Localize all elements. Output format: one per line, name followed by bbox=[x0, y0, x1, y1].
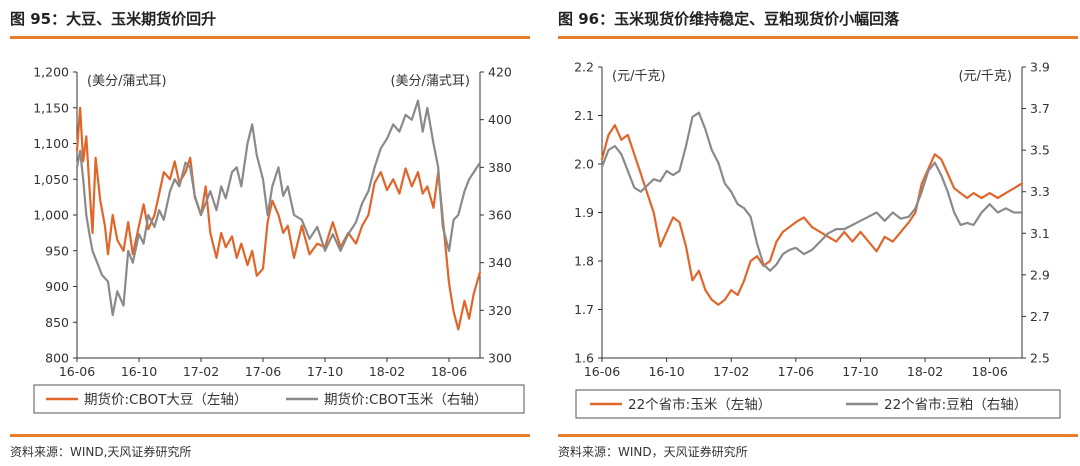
y-right-tick-label: 360 bbox=[488, 208, 512, 223]
y-left-tick-label: 2.1 bbox=[574, 108, 594, 123]
y-right-tick-label: 2.9 bbox=[1030, 267, 1050, 282]
chart-title: 图 96：玉米现货价维持稳定、豆粕现货价小幅回落 bbox=[558, 10, 900, 28]
y-left-tick-label: 1,000 bbox=[33, 208, 69, 223]
y-left-tick-label: 2.0 bbox=[574, 157, 594, 172]
footer-rule bbox=[10, 434, 530, 437]
x-tick-label: 16-10 bbox=[121, 364, 157, 379]
y-left-tick-label: 850 bbox=[45, 315, 69, 330]
y-right-unit-label: (元/千克) bbox=[958, 69, 1012, 84]
title-rule bbox=[10, 36, 530, 39]
y-left-tick-label: 1.6 bbox=[574, 351, 594, 366]
y-left-tick-label: 1,200 bbox=[33, 65, 69, 80]
x-tick-label: 18-06 bbox=[431, 364, 467, 379]
legend-label-2: 22个省市:豆粕（右轴） bbox=[884, 396, 1027, 413]
y-left-tick-label: 1,100 bbox=[33, 136, 69, 151]
y-right-tick-label: 340 bbox=[488, 255, 512, 270]
x-tick-label: 17-06 bbox=[245, 364, 281, 379]
y-left-tick-label: 900 bbox=[45, 279, 69, 294]
x-tick-label: 17-02 bbox=[183, 364, 219, 379]
y-left-tick-label: 2.2 bbox=[574, 60, 594, 75]
x-tick-label: 17-10 bbox=[307, 364, 343, 379]
y-right-tick-label: 3.9 bbox=[1030, 60, 1050, 75]
y-left-tick-label: 1.9 bbox=[574, 205, 594, 220]
legend-box bbox=[575, 389, 1061, 419]
y-right-tick-label: 2.5 bbox=[1030, 351, 1050, 366]
y-right-tick-label: 420 bbox=[488, 65, 512, 80]
x-tick-label: 16-06 bbox=[584, 364, 620, 379]
series-line-2 bbox=[75, 99, 482, 317]
chart-canvas: 1,200 1,150 1,100 1,050 1,000 950 900 850 800 420… bbox=[33, 65, 525, 414]
y-right-tick-label: 3.3 bbox=[1030, 184, 1050, 199]
source-note: 资料来源：WIND，天风证券研究所 bbox=[558, 445, 748, 459]
y-right-tick-label: 3.5 bbox=[1030, 143, 1050, 158]
legend-label-1: 期货价:CBOT大豆（左轴） bbox=[84, 391, 247, 408]
x-tick-label: 17-02 bbox=[713, 364, 749, 379]
y-left-tick-label: 1.7 bbox=[574, 302, 594, 317]
title-rule bbox=[558, 36, 1078, 39]
chart-panel-right: 图 96：玉米现货价维持稳定、豆粕现货价小幅回落 2.2 2.1 2.0 1.9 1.8… bbox=[558, 0, 1078, 466]
series-line-1 bbox=[75, 106, 482, 331]
legend-box bbox=[33, 384, 525, 414]
y-left-unit-label: (元/千克) bbox=[612, 69, 666, 84]
x-tick-label: 18-02 bbox=[369, 364, 405, 379]
y-right-tick-label: 2.7 bbox=[1030, 309, 1050, 324]
legend-label-2: 期货价:CBOT玉米（右轴） bbox=[324, 391, 487, 408]
footer-rule bbox=[558, 434, 1078, 437]
x-tick-label: 17-10 bbox=[842, 364, 878, 379]
x-tick-label: 16-06 bbox=[59, 364, 95, 379]
legend-label-1: 22个省市:玉米（左轴） bbox=[628, 396, 771, 413]
x-tick-label: 17-06 bbox=[778, 364, 814, 379]
y-right-tick-label: 400 bbox=[488, 112, 512, 127]
series-line-1 bbox=[600, 124, 1024, 306]
source-note: 资料来源：WIND,天风证券研究所 bbox=[10, 445, 192, 459]
y-left-tick-label: 1.8 bbox=[574, 254, 594, 269]
series-line-2 bbox=[600, 111, 1024, 272]
x-tick-label: 18-02 bbox=[907, 364, 943, 379]
y-left-tick-label: 1,050 bbox=[33, 172, 69, 187]
chart-canvas: 2.2 2.1 2.0 1.9 1.8 1.7 1.6 3.9 3.7 3.5 3.3 3.1 2.9 2… bbox=[574, 60, 1061, 419]
chart-panel-left: 图 95：大豆、玉米期货价回升 1,200 1,150 1,100 1,050 1,00… bbox=[10, 0, 530, 466]
y-right-tick-label: 320 bbox=[488, 303, 512, 318]
x-tick-label: 16-10 bbox=[648, 364, 684, 379]
y-left-unit-label: (美分/蒲式耳) bbox=[87, 74, 167, 89]
y-right-tick-label: 3.1 bbox=[1030, 226, 1050, 241]
y-left-tick-label: 950 bbox=[45, 243, 69, 258]
y-left-tick-label: 800 bbox=[45, 351, 69, 366]
y-left-tick-label: 1,150 bbox=[33, 100, 69, 115]
y-right-unit-label: (美分/蒲式耳) bbox=[390, 74, 470, 89]
x-tick-label: 18-06 bbox=[972, 364, 1008, 379]
y-right-tick-label: 380 bbox=[488, 160, 512, 175]
y-right-tick-label: 3.7 bbox=[1030, 101, 1050, 116]
chart-title: 图 95：大豆、玉米期货价回升 bbox=[10, 10, 217, 28]
y-right-tick-label: 300 bbox=[488, 351, 512, 366]
